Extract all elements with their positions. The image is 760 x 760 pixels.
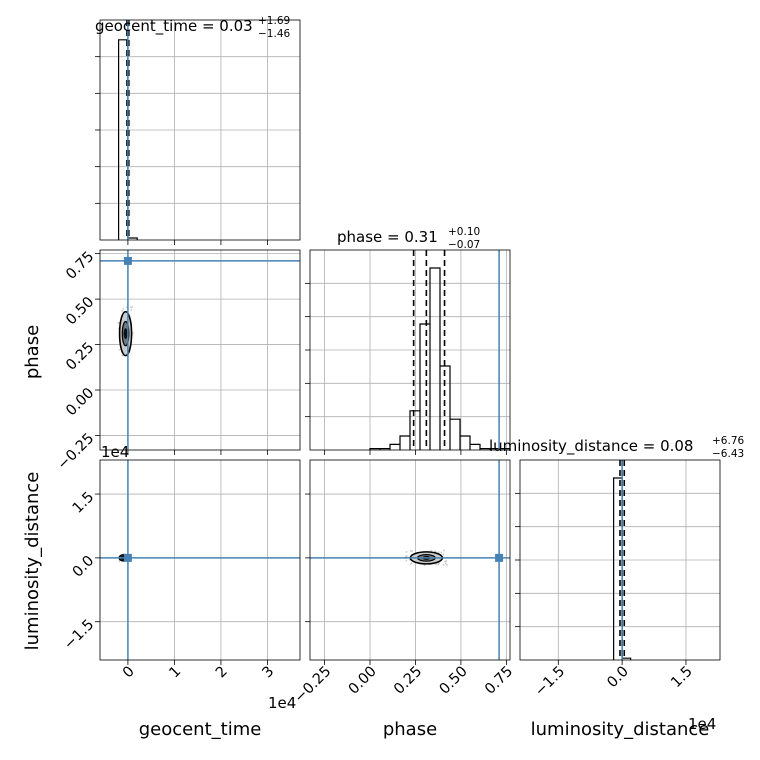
p20-frame xyxy=(99,459,301,661)
p21-sample-28 xyxy=(446,563,448,566)
offset-phase-y: 1e4 xyxy=(101,443,129,461)
p20-ytick-label-2: 1.5 xyxy=(70,489,98,517)
p20-ytick-label-0: −1.5 xyxy=(61,617,97,653)
grid-layer xyxy=(100,20,720,660)
title-geocent-time: geocent_time = 0.03 xyxy=(95,17,253,36)
title-phase-plus: +0.10 xyxy=(448,226,480,238)
p21-sample-53 xyxy=(438,562,441,565)
title-phase-minus: −0.07 xyxy=(448,239,480,251)
p21-xtick-label-0: −0.25 xyxy=(292,664,335,707)
p21-sample-57 xyxy=(409,549,412,552)
title-geocent-time-minus: −1.46 xyxy=(258,28,290,40)
offset-geocent-time: 1e4 xyxy=(268,694,296,712)
title-luminosity-distance: luminosity_distance = 0.08 xyxy=(489,437,693,456)
p22-xtick-label-1: 0.0 xyxy=(604,664,632,692)
p21-sample-49 xyxy=(411,550,413,553)
p10-ytick-label-1: 0.00 xyxy=(63,385,97,419)
p10-truth-marker xyxy=(123,256,132,265)
p10-sample-38 xyxy=(132,331,134,334)
p20-xtick-label-0: 0 xyxy=(120,664,138,682)
p21-sample-18 xyxy=(437,551,440,553)
p22-xtick-label-2: 1.5 xyxy=(668,664,696,692)
p21-sample-39 xyxy=(435,563,437,566)
p20-ytick-label-1: 0.0 xyxy=(70,553,98,581)
offset-luminosity-distance: 1e4 xyxy=(688,715,716,733)
p21-sample-15 xyxy=(442,564,445,566)
p21-sample-54 xyxy=(405,550,408,553)
p20-sample-0 xyxy=(118,560,121,563)
p10-ytick-label-4: 0.75 xyxy=(63,249,97,283)
p21-xtick-label-1: 0.00 xyxy=(346,664,380,698)
p21-sample-31 xyxy=(430,549,433,552)
p20-xtick-label-2: 2 xyxy=(213,664,231,682)
p21-frame xyxy=(309,459,511,661)
xlabel-luminosity-distance: luminosity_distance xyxy=(531,719,710,740)
p10-sample-1 xyxy=(121,310,124,312)
p10-sample-34 xyxy=(122,307,125,310)
p22-xtick-label-0: −1.5 xyxy=(532,664,568,700)
xlabel-phase: phase xyxy=(383,719,437,740)
p21-xtick-label-3: 0.50 xyxy=(437,664,471,698)
p10-ytick-label-0: −0.25 xyxy=(55,431,98,474)
p10-ytick-label-3: 0.50 xyxy=(63,294,97,328)
p20-xtick-label-3: 3 xyxy=(259,664,277,682)
p21-sample-16 xyxy=(440,551,443,554)
p10-frame xyxy=(99,249,301,451)
p10-sample-22 xyxy=(121,354,124,357)
p10-sample-37 xyxy=(118,321,120,324)
p00-frame xyxy=(99,19,301,241)
p21-sample-46 xyxy=(443,549,445,552)
p10-ytick-label-2: 0.25 xyxy=(63,340,97,374)
p21-sample-12 xyxy=(405,559,408,562)
p10-density-peak xyxy=(123,328,128,340)
p22-frame xyxy=(519,459,721,661)
xlabel-geocent-time: geocent_time xyxy=(139,719,262,740)
p21-sample-43 xyxy=(423,564,426,567)
p10-sample-10 xyxy=(118,348,121,351)
p11-histogram xyxy=(369,267,511,450)
p21-truth-marker xyxy=(495,553,504,562)
p21-xtick-label-4: 0.75 xyxy=(482,664,516,698)
p21-xtick-label-2: 0.25 xyxy=(391,664,425,698)
title-geocent-time-plus: +1.69 xyxy=(258,15,290,27)
title-luminosity-distance-plus: +6.76 xyxy=(712,435,744,447)
p21-sample-8 xyxy=(444,562,447,565)
p11-frame xyxy=(309,249,511,451)
title-luminosity-distance-minus: −6.43 xyxy=(712,448,744,460)
p20-xtick-label-1: 1 xyxy=(166,664,184,682)
ylabel-luminosity-distance: luminosity_distance xyxy=(22,472,43,651)
p10-sample-15 xyxy=(129,306,132,309)
data-layer xyxy=(100,20,632,660)
p10-sample-17 xyxy=(130,308,133,311)
p21-sample-35 xyxy=(409,563,412,566)
p20-truth-marker xyxy=(123,553,132,562)
p21-sample-30 xyxy=(442,553,445,556)
p21-sample-3 xyxy=(444,560,447,563)
ylabel-phase: phase xyxy=(22,325,43,379)
title-phase: phase = 0.31 xyxy=(337,228,438,246)
p10-sample-31 xyxy=(131,306,134,308)
